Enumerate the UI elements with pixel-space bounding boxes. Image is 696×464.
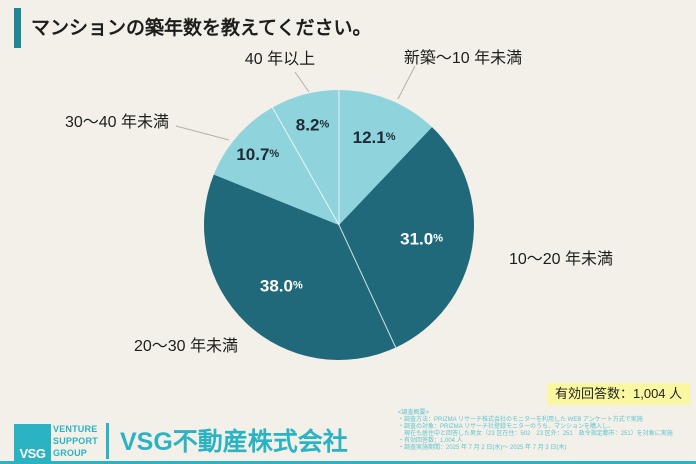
slice-label-30-40: 30～40 年未満 xyxy=(64,114,170,131)
survey-notes: <調査概要> ・調査方法：PRIZMA リサーチ株式会社のモニターを利用した W… xyxy=(398,410,673,452)
pie-percent-label-0: 12.1% xyxy=(353,128,396,147)
slice-label-10-20: 10～20 年未満 xyxy=(508,251,614,268)
survey-notes-heading: <調査概要> xyxy=(398,410,430,416)
survey-note-line: ・調査方法：PRIZMA リサーチ株式会社のモニターを利用した WEB アンケー… xyxy=(398,417,643,423)
slice-label-40plus: 40 年以上 xyxy=(244,51,316,68)
survey-note-line: ・有効回答数：1,004 人 xyxy=(398,438,463,444)
survey-note-line: ・調査の対象：PRIZMA リサーチ社登録モニターのうち、マンションを購入し、 xyxy=(398,424,615,430)
bottom-brand-strip xyxy=(0,461,696,464)
slice-label-20-30: 20～30 年未満 xyxy=(133,338,239,355)
pie-slice-0 xyxy=(339,90,433,225)
survey-note-line: 現在も居住中と回答した男女（23 区在住：502 23 区外：251 政令指定都… xyxy=(398,431,673,437)
logo-word-venture: VENTURE xyxy=(53,424,98,434)
pie-slice-1 xyxy=(339,127,474,348)
survey-note-line: ・調査実施期間：2025 年 7 月 2 日(水)～ 2025 年 7 月 3 … xyxy=(398,445,567,451)
slice-label-new-under10: 新築～10 年未満 xyxy=(403,50,523,67)
valid-responses-badge: 有効回答数：1,004 人 xyxy=(547,383,691,405)
pie-percent-label-2: 38.0% xyxy=(260,276,303,295)
leader-line-30to40 xyxy=(175,125,230,141)
vsg-logo-words: VENTURE SUPPORT GROUP xyxy=(53,423,98,459)
vsg-logo-acronym: VSG xyxy=(19,446,46,461)
title-accent-bar xyxy=(14,8,21,48)
pie-slice-2 xyxy=(204,174,396,360)
logo-divider xyxy=(106,423,109,459)
pie-percent-label-4: 8.2% xyxy=(296,115,330,134)
pie-slice-3 xyxy=(213,107,339,225)
company-name: VSG不動産株式会社 xyxy=(120,428,348,456)
leader-line-new10 xyxy=(397,65,416,100)
logo-word-group: GROUP xyxy=(53,448,88,458)
vsg-logo: VSG xyxy=(14,424,51,461)
survey-notes-lines: ・調査方法：PRIZMA リサーチ株式会社のモニターを利用した WEB アンケー… xyxy=(398,417,673,452)
slice-divider xyxy=(272,107,340,226)
leader-line-40plus xyxy=(294,71,310,93)
page-title: マンションの築年数を教えてください。 xyxy=(31,18,372,39)
pie-percent-label-3: 10.7% xyxy=(236,144,279,163)
logo-word-support: SUPPORT xyxy=(53,436,98,446)
slice-divider xyxy=(338,224,397,348)
pie-percent-label-1: 31.0% xyxy=(400,229,443,248)
pie-slice-4 xyxy=(272,90,339,225)
